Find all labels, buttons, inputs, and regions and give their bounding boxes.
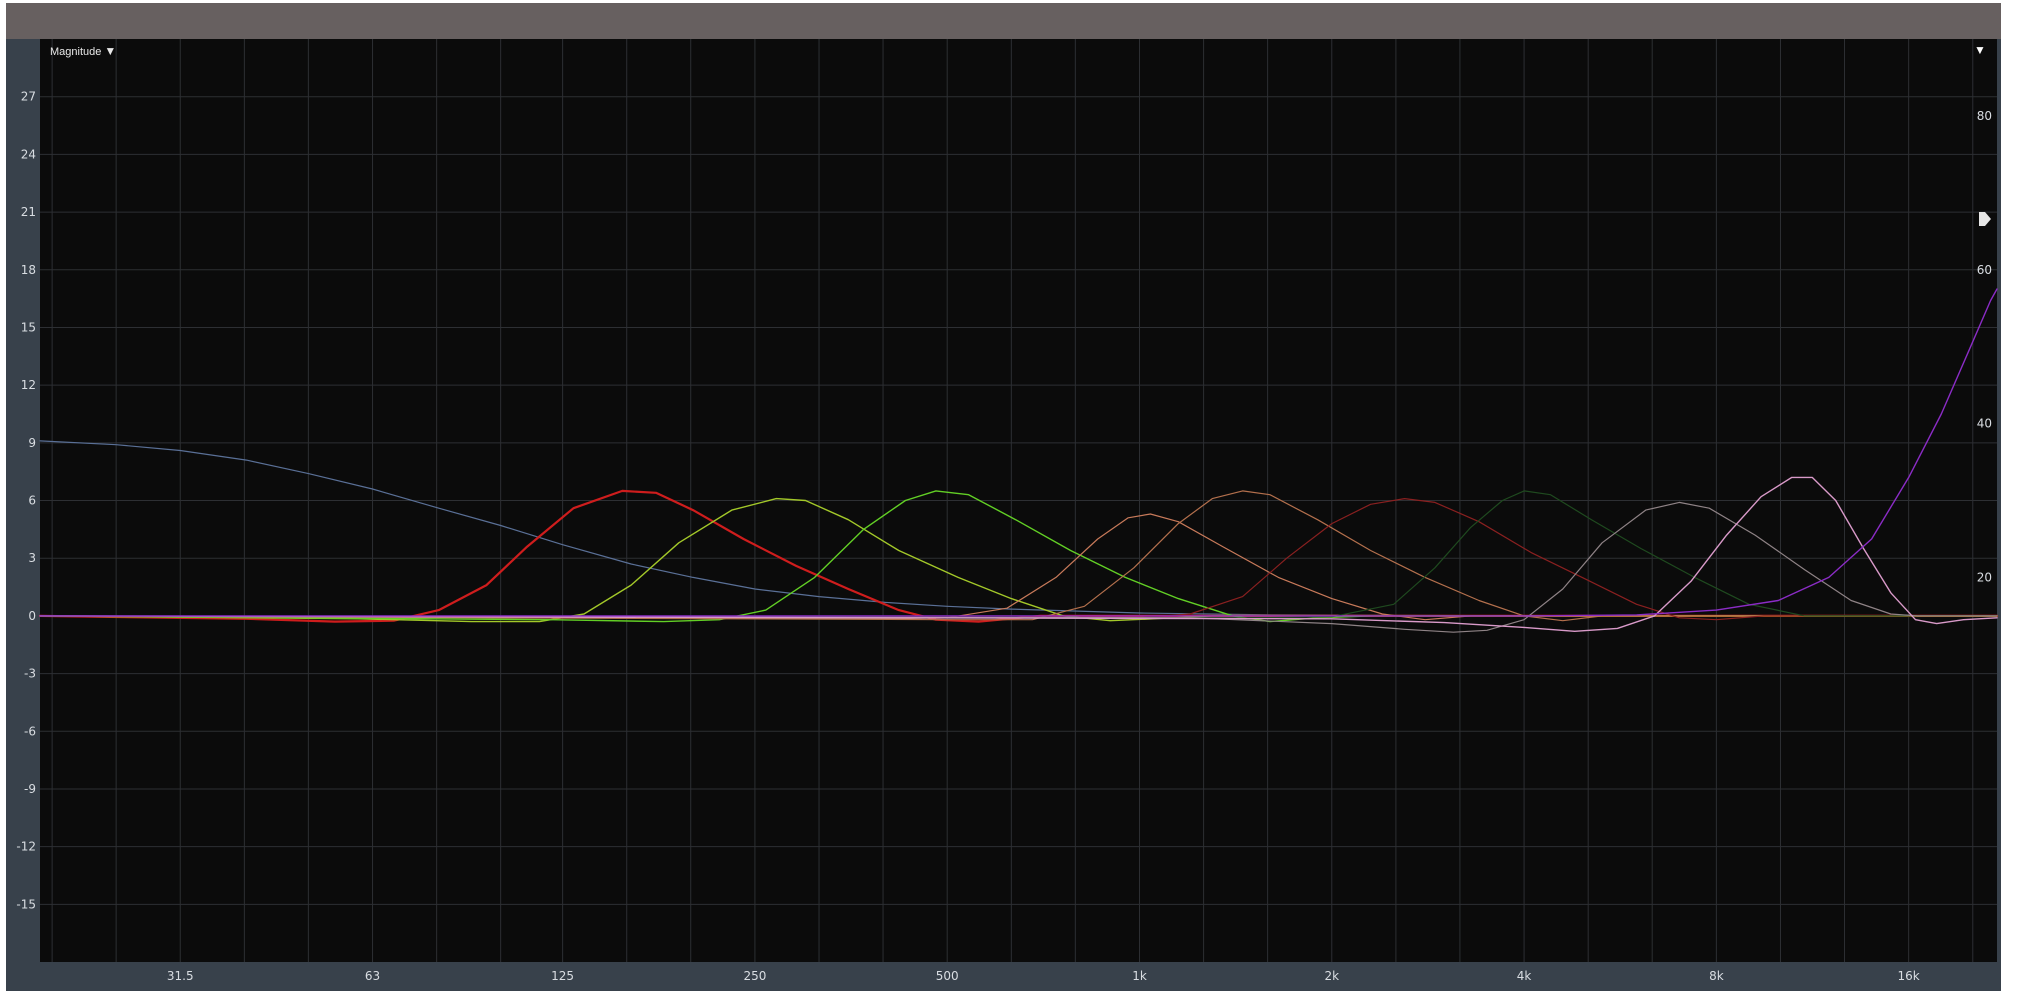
x-tick-label: 250 [743, 969, 766, 983]
x-tick-label: 4k [1517, 969, 1532, 983]
filter-curve-9[interactable] [39, 501, 1998, 633]
x-tick-label: 1k [1132, 969, 1147, 983]
filter-curve-7[interactable] [39, 498, 1998, 621]
filter-curve-5[interactable] [39, 513, 1998, 621]
y-tick-label: 24 [21, 147, 36, 161]
y2-tick-label: 40 [1977, 417, 1992, 431]
x-tick-label: 63 [365, 969, 380, 983]
filter-curve-1[interactable] [39, 440, 1998, 617]
x-tick-label: 8k [1709, 969, 1724, 983]
filter-curve-3[interactable] [39, 497, 1998, 623]
x-tick-label: 500 [936, 969, 959, 983]
y-tick-label: -9 [24, 782, 36, 796]
triangle-down-icon: ▼ [104, 44, 117, 58]
filter-curve-8[interactable] [39, 490, 1998, 619]
y-tick-label: 15 [21, 320, 36, 334]
y-tick-label: 18 [21, 263, 36, 277]
y-tick-label: 27 [21, 90, 36, 104]
filter-curves [38, 288, 1999, 633]
tick-labels: 31.5 63 125 250 500 1k 2k 4k 8k 16k27242118151296… [16, 90, 1992, 983]
x-tick-label: 2k [1324, 969, 1339, 983]
filter-curve-10[interactable] [39, 476, 1998, 632]
magnitude-label: Magnitude [50, 46, 102, 58]
y2-tick-label: 80 [1977, 109, 1992, 123]
grid-lines [40, 39, 1997, 962]
filter-curve-6[interactable] [39, 490, 1998, 622]
y-tick-label: 0 [28, 609, 36, 623]
x-tick-label: 16k [1898, 969, 1920, 983]
y-tick-label: -12 [16, 840, 36, 854]
y-tick-label: 12 [21, 378, 36, 392]
y2-tick-label: 20 [1977, 570, 1992, 584]
filter-curve-11[interactable] [39, 288, 1998, 617]
x-tick-label: 31.5 [167, 969, 194, 983]
y-tick-label: -15 [16, 897, 36, 911]
y-tick-label: 21 [21, 205, 36, 219]
triangle-down-icon[interactable]: ▼ [1974, 43, 1986, 57]
y-tick-label: -6 [24, 724, 36, 738]
y2-tick-label: 60 [1977, 263, 1992, 277]
y-tick-label: 3 [28, 551, 36, 565]
magnitude-menu[interactable]: Magnitude ▼ [50, 44, 116, 58]
window-titlebar [6, 3, 2001, 39]
gain-handle-icon[interactable] [1978, 211, 1992, 227]
y-tick-label: 9 [28, 436, 36, 450]
x-tick-label: 125 [551, 969, 574, 983]
y-tick-label: 6 [28, 494, 36, 508]
y-tick-label: -3 [24, 667, 36, 681]
